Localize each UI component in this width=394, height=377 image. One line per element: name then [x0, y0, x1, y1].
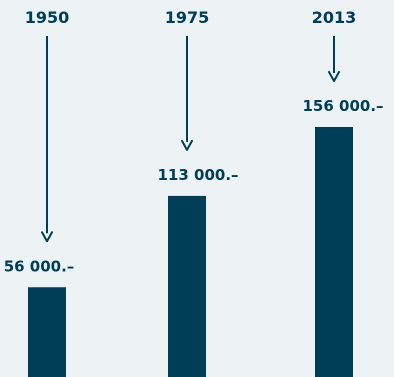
value-label-1975: 113 000.–	[157, 166, 238, 184]
arrow-head-1950	[41, 231, 53, 243]
year-label-1975: 1975	[165, 8, 210, 27]
arrow-head-2013	[328, 71, 340, 82]
value-label-1950: 56 000.–	[4, 257, 75, 275]
bar-1950	[28, 287, 66, 377]
year-label-1950: 1950	[25, 8, 70, 27]
arrow-head-1975	[181, 139, 193, 151]
bar-2013	[315, 127, 353, 377]
value-label-2013: 156 000.–	[302, 97, 383, 115]
year-label-2013: 2013	[312, 8, 357, 27]
bar-1975	[168, 195, 206, 377]
